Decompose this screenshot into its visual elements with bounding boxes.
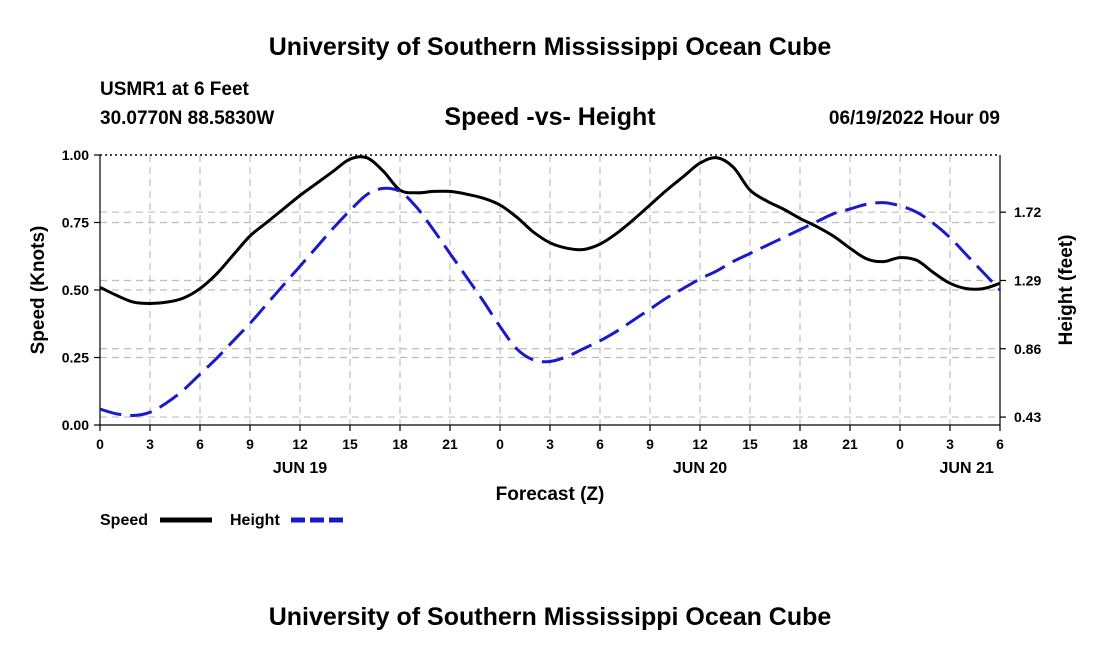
footer-title: University of Southern Mississippi Ocean…	[269, 603, 832, 631]
series-line-height	[99, 186, 1002, 418]
x-tick-label: 9	[646, 436, 654, 452]
x-day-label: JUN 21	[940, 460, 994, 477]
legend-height-label: Height	[230, 512, 280, 529]
x-tick-label: 21	[442, 436, 458, 452]
location-label: 30.0770N 88.5830W	[100, 108, 274, 129]
y2-tick-label: 0.43	[1014, 409, 1041, 425]
y-axis-title: Speed (Knots)	[28, 226, 49, 355]
x-tick-label: 18	[792, 436, 808, 452]
y2-tick-label: 0.86	[1014, 341, 1041, 357]
y-tick-label: 0.75	[62, 215, 89, 231]
axis-labels: 0 3 6 9 12 15 18 21 0 3 6 9 12 15 18 21 0 3 6 JUN 19 JUN 20 J…	[62, 147, 1042, 477]
x-axis-title: Forecast (Z)	[496, 484, 605, 505]
main-title: University of Southern Mississippi Ocean…	[269, 33, 832, 61]
x-tick-label: 21	[842, 436, 858, 452]
legend-speed-label: Speed	[100, 512, 148, 529]
y2-tick-label: 1.29	[1014, 272, 1041, 288]
x-tick-label: 3	[546, 436, 554, 452]
y2-axis-title: Height (feet)	[1056, 235, 1077, 346]
y-tick-label: 1.00	[62, 147, 89, 163]
series-line-speed	[99, 155, 1001, 305]
series-layer	[99, 155, 1002, 418]
x-tick-label: 12	[292, 436, 308, 452]
legend: Speed Height	[100, 512, 343, 529]
datetime-label: 06/19/2022 Hour 09	[829, 108, 1000, 129]
x-tick-label: 6	[596, 436, 604, 452]
x-day-label: JUN 19	[273, 460, 327, 477]
grid-layer	[100, 155, 1000, 425]
y2-tick-label: 1.72	[1014, 204, 1041, 220]
x-tick-label: 0	[496, 436, 504, 452]
x-tick-label: 15	[742, 436, 758, 452]
y-tick-label: 0.25	[62, 350, 89, 366]
x-tick-label: 3	[146, 436, 154, 452]
x-tick-label: 12	[692, 436, 708, 452]
x-tick-label: 9	[246, 436, 254, 452]
y-tick-label: 0.50	[62, 282, 89, 298]
x-tick-label: 6	[196, 436, 204, 452]
x-tick-label: 0	[96, 436, 104, 452]
station-label: USMR1 at 6 Feet	[100, 79, 250, 100]
x-tick-label: 3	[946, 436, 954, 452]
chart-title: Speed -vs- Height	[444, 103, 656, 131]
x-day-label: JUN 20	[673, 460, 727, 477]
x-tick-label: 6	[996, 436, 1004, 452]
x-tick-label: 18	[392, 436, 408, 452]
y-tick-label: 0.00	[62, 417, 89, 433]
x-tick-label: 0	[896, 436, 904, 452]
x-tick-label: 15	[342, 436, 358, 452]
